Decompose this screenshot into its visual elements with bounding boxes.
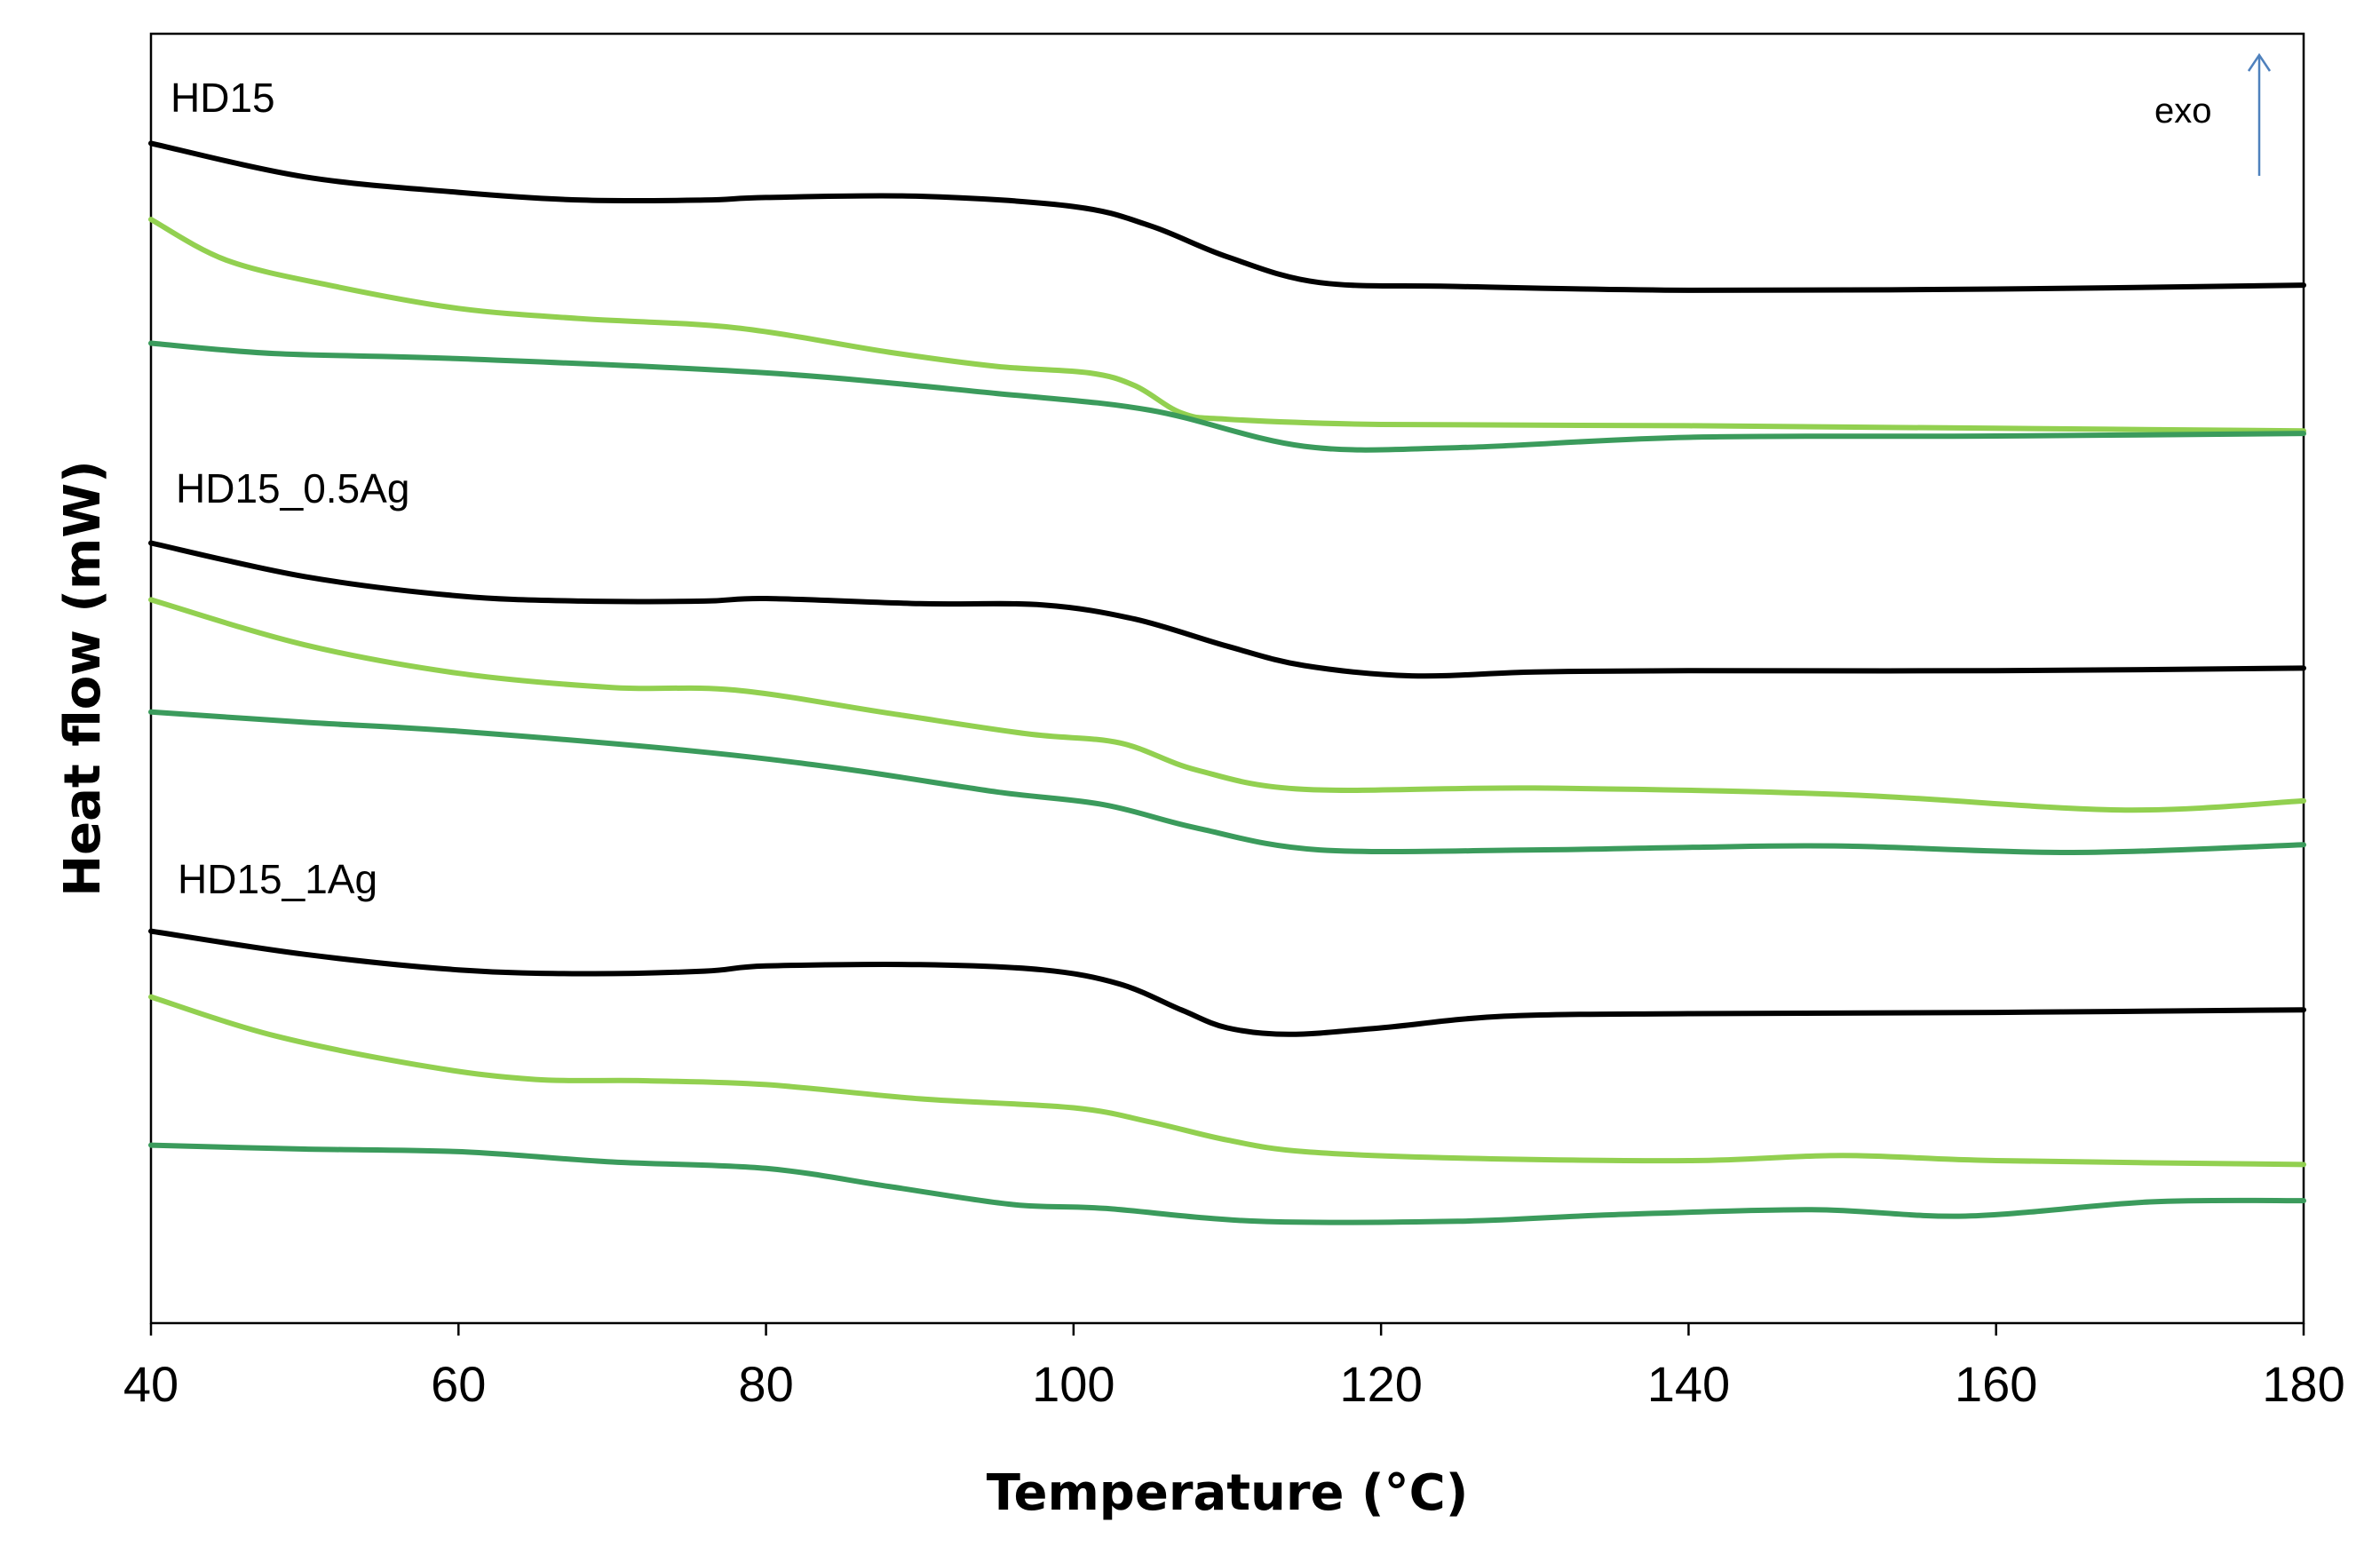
series-line-8 — [148, 994, 2306, 1168]
series-line-1 — [148, 140, 2306, 294]
group-label-hd15-0-5ag: HD15_0.5Ag — [176, 465, 409, 511]
series-line-3 — [148, 340, 2306, 453]
x-tick-label: 120 — [1339, 1356, 1422, 1412]
x-tick-label: 60 — [431, 1356, 486, 1412]
y-axis-title: Heat flow (mW) — [54, 460, 112, 896]
series-line-7 — [148, 928, 2306, 1037]
x-tick-label: 80 — [738, 1356, 793, 1412]
x-tick-label: 100 — [1032, 1356, 1115, 1412]
x-axis-title: Temperature (°C) — [987, 1464, 1469, 1522]
exo-annotation-label: exo — [2154, 91, 2212, 131]
series-layer — [148, 140, 2306, 1225]
x-tick-label: 140 — [1647, 1356, 1730, 1412]
series-line-5 — [148, 597, 2306, 813]
x-axis-ticks: 40 60 80 100 120 140 160 180 — [123, 1323, 2345, 1412]
x-tick-label: 40 — [123, 1356, 178, 1412]
plot-area-frame — [149, 32, 2305, 1325]
x-tick-label: 160 — [1955, 1356, 2037, 1412]
series-line-9 — [148, 1142, 2306, 1225]
x-tick-label: 180 — [2262, 1356, 2344, 1412]
series-line-6 — [148, 709, 2306, 856]
group-label-hd15: HD15 — [171, 75, 275, 121]
exo-arrow-icon — [2247, 52, 2272, 176]
series-line-2 — [148, 217, 2306, 434]
series-line-4 — [148, 540, 2306, 679]
group-label-hd15-1ag: HD15_1Ag — [178, 856, 377, 902]
